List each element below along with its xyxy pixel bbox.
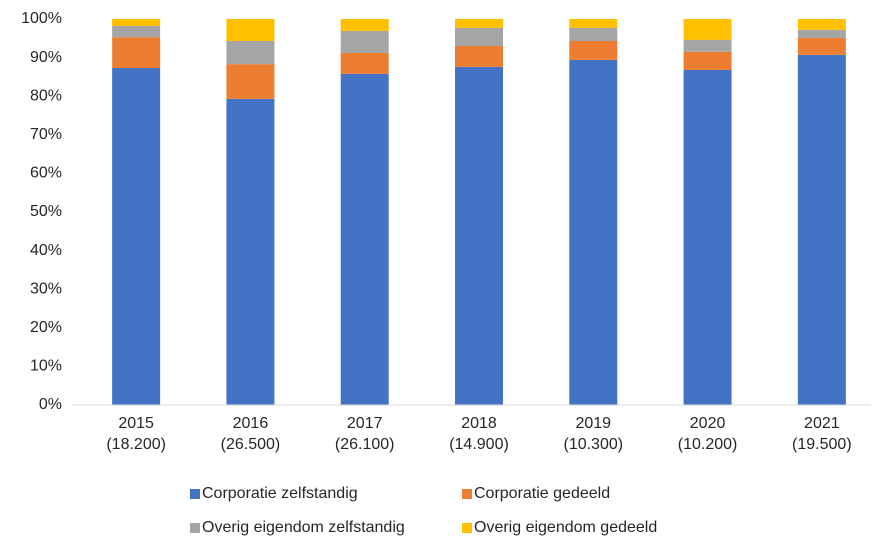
x-tick-label: (14.900) (449, 436, 509, 453)
y-tick-label: 100% (21, 10, 62, 27)
bar-segment (112, 25, 161, 38)
y-tick-label: 30% (30, 280, 62, 297)
x-tick-label: 2020 (690, 415, 726, 432)
bar-segment (569, 19, 618, 28)
bar-segment (340, 19, 389, 31)
x-tick-label: 2015 (118, 415, 154, 432)
bar-segment (112, 19, 161, 26)
bar-segment (797, 29, 846, 38)
bar-segment (340, 73, 389, 405)
y-tick-label: 50% (30, 203, 62, 220)
bar-segment (226, 98, 275, 405)
bar-segment (797, 54, 846, 405)
bar-segment (569, 27, 618, 42)
bar-segment (797, 37, 846, 55)
y-tick-label: 10% (30, 358, 62, 375)
legend-label: Corporatie gedeeld (474, 485, 610, 502)
x-tick-label: (18.200) (106, 436, 166, 453)
y-tick-label: 70% (30, 126, 62, 143)
bar-segment (455, 46, 503, 67)
legend-swatch (190, 523, 200, 533)
legend-swatch (462, 523, 472, 533)
y-tick-label: 40% (30, 242, 62, 259)
legend-label: Corporatie zelfstandig (202, 485, 358, 502)
bar-segment (569, 59, 618, 405)
y-tick-label: 20% (30, 319, 62, 336)
bar-segment (340, 30, 389, 53)
x-tick-label: 2019 (575, 415, 611, 432)
legend-swatch (190, 489, 200, 499)
y-tick-label: 80% (30, 87, 62, 104)
bar-segment (683, 69, 732, 406)
bar-segment (569, 41, 618, 60)
x-tick-label: 2017 (347, 415, 383, 432)
bar-segment (455, 27, 503, 47)
bar-segment (797, 19, 846, 30)
x-tick-label: 2021 (804, 415, 840, 432)
legend-label: Overig eigendom gedeeld (474, 519, 657, 536)
x-tick-label: (19.500) (792, 436, 852, 453)
x-tick-label: (10.300) (563, 436, 623, 453)
y-tick-label: 0% (39, 396, 62, 413)
bar-segment (226, 19, 275, 42)
y-tick-label: 60% (30, 165, 62, 182)
bar-segment (340, 52, 389, 74)
bar-segment (112, 68, 161, 405)
bar-segment (683, 51, 732, 70)
legend-swatch (462, 489, 472, 499)
bar-segment (683, 19, 732, 40)
x-tick-label: 2016 (233, 415, 269, 432)
y-tick-label: 90% (30, 49, 62, 66)
bar-segment (226, 64, 275, 99)
legend-label: Overig eigendom zelfstandig (202, 519, 405, 536)
x-tick-label: (10.200) (678, 436, 738, 453)
x-tick-label: (26.500) (221, 436, 281, 453)
bar-segment (455, 19, 503, 28)
x-tick-label: 2018 (461, 415, 497, 432)
bar-segment (683, 39, 732, 52)
bar-segment (455, 66, 503, 405)
x-tick-label: (26.100) (335, 436, 395, 453)
bar-segment (112, 37, 161, 69)
bar-segment (226, 41, 275, 65)
